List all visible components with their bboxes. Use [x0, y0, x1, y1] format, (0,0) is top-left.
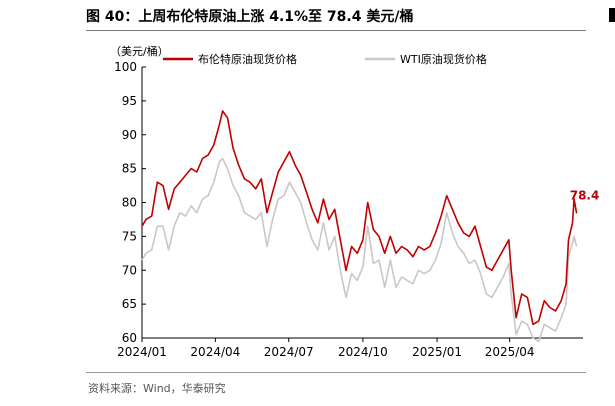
- y-tick-label: 70: [122, 263, 137, 277]
- y-tick-label: 95: [122, 94, 137, 108]
- x-tick-label: 2024/04: [190, 345, 240, 359]
- y-tick-label: 80: [122, 196, 137, 210]
- chart-legend: 布伦特原油现货价格 WTI原油现货价格: [163, 52, 487, 66]
- annotation-label: 78.4: [570, 188, 600, 202]
- x-axis: 2024/01 2024/04 2024/07 2024/10 2025/01 2025/…: [117, 337, 583, 359]
- x-tick-label: 2024/01: [117, 345, 167, 359]
- x-tick-label: 2024/10: [338, 345, 388, 359]
- series-line-wti: [141, 157, 578, 343]
- series-line-brent: [141, 110, 578, 326]
- x-tick-label: 2024/07: [264, 345, 314, 359]
- y-tick-label: 60: [122, 331, 137, 345]
- x-tick-label: 2025/04: [485, 345, 535, 359]
- chart-title: 图 40：上周布伦特原油上涨 4.1%至 78.4 美元/桶: [86, 9, 414, 25]
- source-note: 资料来源：Wind，华泰研究: [88, 382, 226, 395]
- y-tick-label: 75: [122, 229, 137, 243]
- legend-label-brent: 布伦特原油现货价格: [198, 52, 297, 66]
- y-unit-label: （美元/桶）: [110, 44, 169, 58]
- y-axis: 60 65 70 75 80 85 90 95 100: [114, 60, 146, 345]
- legend-label-wti: WTI原油现货价格: [400, 52, 487, 66]
- series-layer: [141, 110, 578, 343]
- x-tick-label: 2025/01: [412, 345, 462, 359]
- y-tick-label: 85: [122, 162, 137, 176]
- next-panel-edge: [609, 8, 615, 22]
- y-tick-label: 90: [122, 128, 137, 142]
- title-divider: [86, 30, 586, 31]
- y-tick-label: 100: [114, 60, 137, 74]
- annotation-layer: 78.4: [570, 188, 600, 202]
- footer-divider: [86, 372, 586, 373]
- y-tick-label: 65: [122, 297, 137, 311]
